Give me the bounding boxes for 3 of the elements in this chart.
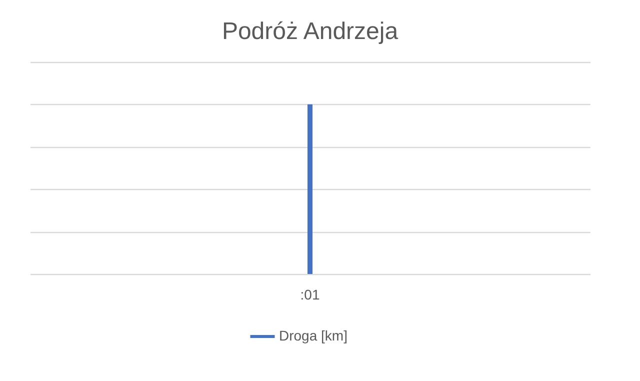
x-tick-label: :01 (300, 286, 320, 302)
legend-label: Droga [km] (279, 328, 348, 344)
chart-title: Podróż Andrzeja (222, 18, 399, 45)
